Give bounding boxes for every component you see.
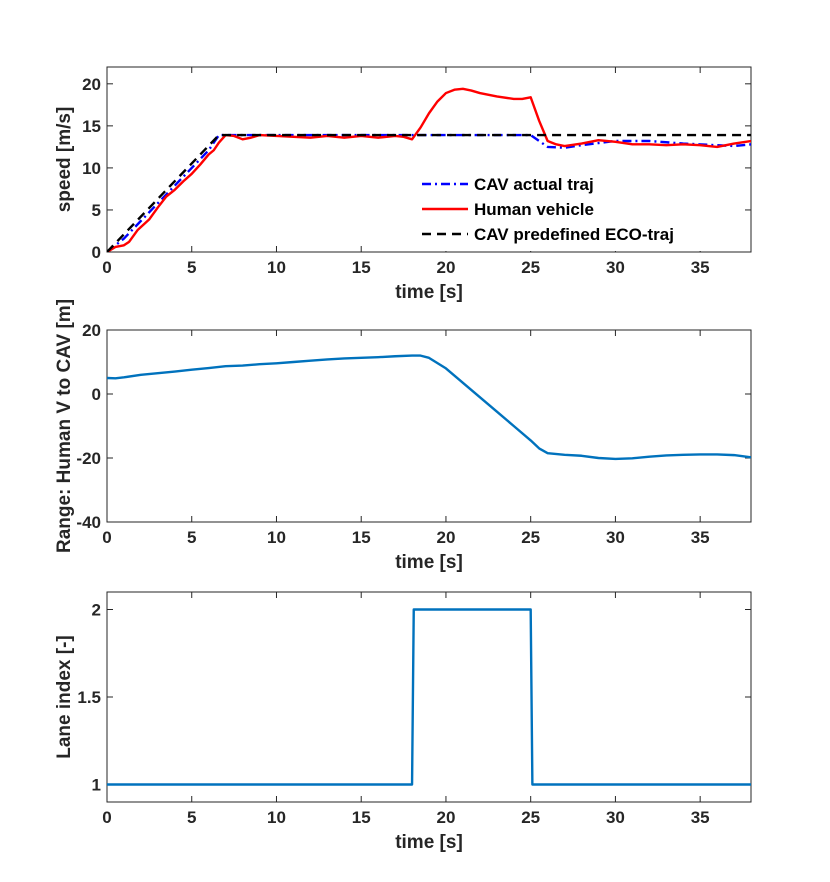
lane-axes [106, 591, 752, 803]
range-axes [106, 329, 752, 523]
speed-x-tick-label-3: 15 [352, 258, 371, 277]
legend-entry-0: CAV actual traj [474, 175, 594, 194]
range-y-tick-label-0: -40 [76, 513, 101, 532]
speed-y-axis-label: speed [m/s] [54, 107, 75, 213]
range-x-axis-label: time [s] [395, 552, 463, 573]
lane-x-tick-label-5: 25 [521, 808, 540, 827]
lane-x-tick-label-1: 5 [187, 808, 196, 827]
speed-x-tick-label-4: 20 [436, 258, 455, 277]
range-series-0-line [107, 354, 751, 461]
lane-x-tick-label-2: 10 [267, 808, 286, 827]
range-x-tick-label-2: 10 [267, 528, 286, 547]
speed-x-tick-label-7: 35 [691, 258, 710, 277]
speed-series-1-line [107, 87, 751, 252]
lane-x-tick-label-3: 15 [352, 808, 371, 827]
range-x-tick-label-3: 15 [352, 528, 371, 547]
speed-panel: 0 5 10 15 20 25 30 35 0 5 10 15 20 time [s] speed [m/s… [54, 66, 752, 303]
speed-series-2-line [107, 133, 751, 252]
speed-x-tick-label-0: 0 [102, 258, 111, 277]
speed-y-tick-label-4: 20 [82, 75, 101, 94]
speed-y-tick-label-0: 0 [92, 243, 101, 262]
lane-y-tick-label-0: 1 [92, 776, 101, 795]
speed-x-tick-label-6: 30 [606, 258, 625, 277]
lane-series-0-line [107, 608, 751, 786]
range-x-tick-label-6: 30 [606, 528, 625, 547]
lane-y-tick-label-2: 2 [92, 601, 101, 620]
range-y-axis-label: Range: Human V to CAV [m] [54, 299, 75, 553]
lane-y-tick-label-1: 1.5 [77, 688, 101, 707]
range-x-tick-label-7: 35 [691, 528, 710, 547]
legend-entry-1: Human vehicle [474, 200, 594, 219]
speed-y-tick-label-1: 5 [92, 201, 101, 220]
speed-y-tick-label-3: 15 [82, 117, 101, 136]
lane-x-tick-label-7: 35 [691, 808, 710, 827]
range-x-tick-label-4: 20 [436, 528, 455, 547]
range-x-tick-label-0: 0 [102, 528, 111, 547]
lane-y-axis-label: Lane index [-] [54, 635, 75, 759]
lane-x-tick-label-0: 0 [102, 808, 111, 827]
speed-x-tick-label-2: 10 [267, 258, 286, 277]
lane-x-tick-label-4: 20 [436, 808, 455, 827]
speed-x-tick-label-5: 25 [521, 258, 540, 277]
range-x-tick-label-5: 25 [521, 528, 540, 547]
range-y-tick-label-2: 0 [92, 385, 101, 404]
speed-x-axis-label: time [s] [395, 282, 463, 303]
lane-x-tick-label-6: 30 [606, 808, 625, 827]
legend-entry-2: CAV predefined ECO-traj [474, 225, 674, 244]
range-panel: 0 5 10 15 20 25 30 35 -40 -20 0 20 time [s] Range: Hu… [54, 299, 752, 573]
speed-x-tick-label-1: 5 [187, 258, 196, 277]
range-y-tick-label-3: 20 [82, 321, 101, 340]
lane-panel: 0 5 10 15 20 25 30 35 1 1.5 2 time [s] Lane index [-… [54, 591, 752, 853]
range-y-tick-label-1: -20 [76, 449, 101, 468]
speed-y-tick-label-2: 10 [82, 159, 101, 178]
range-x-tick-label-1: 5 [187, 528, 196, 547]
lane-x-axis-label: time [s] [395, 832, 463, 853]
